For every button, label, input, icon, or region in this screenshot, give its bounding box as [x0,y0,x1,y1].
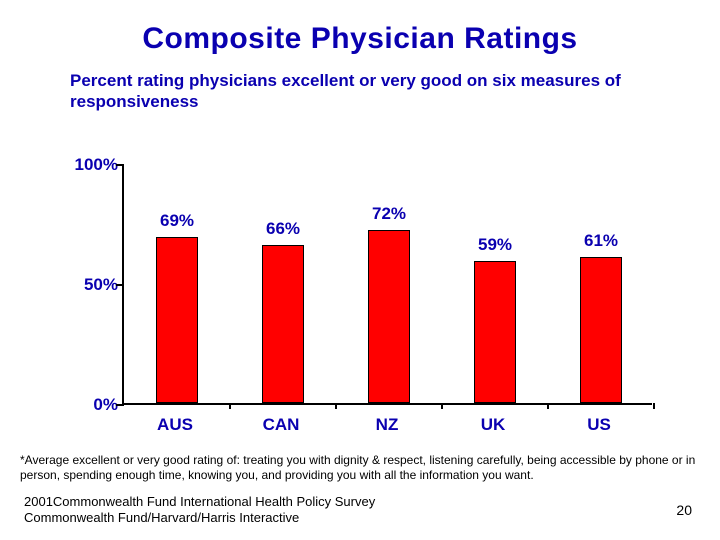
page-number: 20 [676,502,692,518]
x-tick-mark [653,403,655,409]
y-tick-label: 50% [60,275,118,295]
bar [156,237,198,403]
bar [368,230,410,403]
bar-value-label: 72% [372,204,406,224]
bar-value-label: 69% [160,211,194,231]
x-axis-label: UK [481,415,506,435]
x-axis-label: US [587,415,611,435]
bar [580,257,622,403]
bar-value-label: 61% [584,231,618,251]
source-line-2: Commonwealth Fund/Harvard/Harris Interac… [24,510,375,526]
x-axis-label: NZ [376,415,399,435]
y-tick-label: 100% [60,155,118,175]
bar-value-label: 59% [478,235,512,255]
x-axis-label: AUS [157,415,193,435]
chart-subtitle: Percent rating physicians excellent or v… [0,56,720,113]
x-tick-mark [335,403,337,409]
bar-chart: 0%50%100% 69%66%72%59%61% AUSCANNZUKUS [60,165,660,425]
x-tick-mark [547,403,549,409]
bar [262,245,304,403]
chart-title: Composite Physician Ratings [0,0,720,56]
bar-value-label: 66% [266,219,300,239]
y-tick-label: 0% [60,395,118,415]
bar [474,261,516,403]
x-axis-label: CAN [263,415,300,435]
footnote-text: *Average excellent or very good rating o… [20,453,700,482]
x-tick-mark [229,403,231,409]
plot-area: 69% 66% 72% 59% 61% [122,165,652,405]
source-citation: 2001Commonwealth Fund International Heal… [24,494,375,527]
source-line-1: 2001Commonwealth Fund International Heal… [24,494,375,510]
x-tick-mark [441,403,443,409]
